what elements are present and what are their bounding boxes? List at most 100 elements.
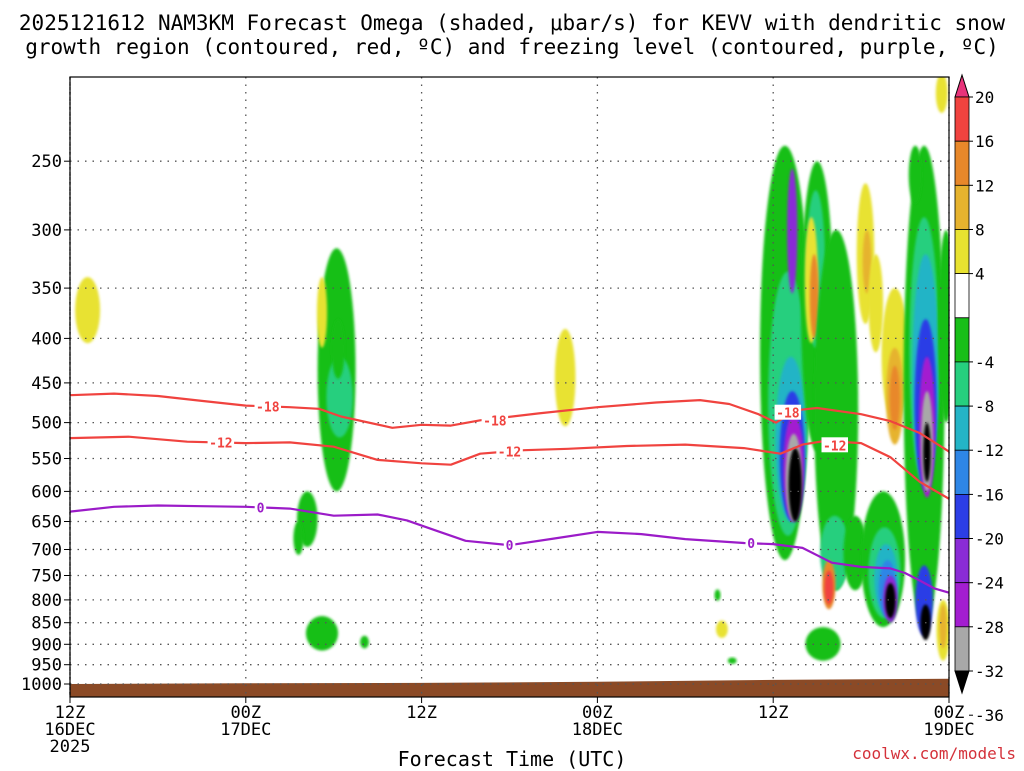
omega-cell [727,657,737,664]
omega-cell [331,319,345,379]
omega-cell [935,77,948,113]
x-tick-label: 16DEC [44,720,95,740]
omega-cell [809,254,819,339]
y-tick-label-450: 450 [31,374,62,394]
colorbar-label: 20 [975,88,994,107]
isotherm-label-bg [821,437,848,453]
isotherm-contours: -18 -18 -18 -12 -12 -12 0 0 0 [70,392,949,594]
omega-cell [923,422,931,482]
omega-cell [360,635,369,649]
isotherm-label: -18 [776,407,800,422]
colorbar-label: 8 [975,221,985,240]
colorbar-label: -36 [975,706,1004,725]
colorbar-label: 4 [975,265,985,284]
x-axis-title: Forecast Time (UTC) [397,747,627,771]
x-tick-label: 17DEC [220,720,271,740]
omega-cell [788,448,802,522]
y-tick-label-950: 950 [31,656,62,676]
x-tick-label: 12Z [406,703,437,723]
colorbar-swatch [954,229,970,275]
colorbar-label: -24 [975,574,1004,593]
x-tick-label: 12Z [55,703,86,723]
y-tick-label-250: 250 [31,152,62,172]
isotherm-label: -12 [498,446,521,461]
colorbar-label: -20 [975,530,1004,549]
colorbar-label: -8 [975,397,994,416]
omega-cell [939,604,947,649]
omega-cell [805,627,841,661]
omega-cell [75,277,101,344]
colorbar-swatch [954,582,970,628]
omega-cell [843,515,867,591]
omega-cell [908,145,922,204]
colorbar-label: -32 [975,662,1004,681]
y-tick-label-800: 800 [31,591,62,611]
omega-cell [889,365,900,431]
isotherm-label: 0 [257,501,265,516]
isotherm-label-bg [207,434,235,450]
ground-surface [70,678,949,697]
isotherm-line [70,504,949,594]
colorbar-label: -4 [975,353,994,372]
colorbar-swatch [954,626,970,672]
isotherm-label-bg [496,443,523,459]
x-tick-label: 12Z [758,703,789,723]
x-tick-label: 2025 [50,737,91,757]
omega-colorbar: 20 16 12 8 4 -4 -8 -12 -16 -20 -24 -28 -32 -36 [954,73,1004,725]
isotherm-label: -12 [823,439,846,454]
colorbar-label: -28 [975,618,1004,637]
colorbar-label: -12 [975,441,1004,460]
colorbar-swatch [954,96,970,142]
isotherm-label-bg [254,499,267,515]
x-tick-label: 00Z [230,703,261,723]
colorbar-swatch [954,538,970,584]
omega-cell [305,616,339,651]
isotherm-label-bg [254,398,281,414]
omega-cell [316,277,328,348]
chart-title-line2: growth region (contoured, red, ºC) and f… [25,35,999,59]
omega-cell [885,583,896,619]
y-tick-label-400: 400 [31,329,62,349]
y-tick-label-750: 750 [31,567,62,587]
isotherm-label: -12 [209,436,232,451]
isotherm-label: 0 [747,537,755,552]
colorbar-swatch [954,317,970,363]
omega-cell [824,570,834,605]
chart-title-line1: 2025121612 NAM3KM Forecast Omega (shaded… [18,11,1006,35]
terrain-ground [70,678,949,697]
colorbar-swatch [954,361,970,407]
y-tick-label-500: 500 [31,414,62,434]
colorbar-label: 12 [975,176,994,195]
omega-cell [554,328,576,427]
y-tick-label-900: 900 [31,635,62,655]
y-tick-label-650: 650 [31,513,62,533]
source-credit: coolwx.com/models [852,744,1016,763]
isotherm-line [70,392,949,453]
isotherm-label-bg [503,537,516,553]
isotherm-label-bg [481,412,509,428]
x-tick-label: 00Z [582,703,613,723]
y-tick-label-600: 600 [31,482,62,502]
colorbar-swatch [954,405,970,451]
y-tick-label-350: 350 [31,279,62,299]
colorbar-top-arrow [954,73,970,98]
colorbar-swatch [954,140,970,186]
y-tick-label-700: 700 [31,541,62,561]
y-tick-label-300: 300 [31,221,62,241]
isotherm-label-bg [774,404,802,420]
omega-cell [716,620,728,638]
omega-cell [787,168,798,294]
y-tick-label-850: 850 [31,614,62,634]
chart-axes: 2503003504004505005506006507007508008509… [21,76,975,757]
y-tick-label-550: 550 [31,450,62,470]
omega-cell [714,589,721,601]
omega-cell [868,254,884,353]
colorbar-bottom-arrow [954,670,970,695]
colorbar-swatch [954,273,970,319]
x-tick-label: 00Z [934,703,965,723]
x-tick-label: 19DEC [923,720,974,740]
omega-cell [293,521,304,555]
colorbar-swatch [954,449,970,495]
y-tick-label-1000: 1000 [21,675,62,695]
